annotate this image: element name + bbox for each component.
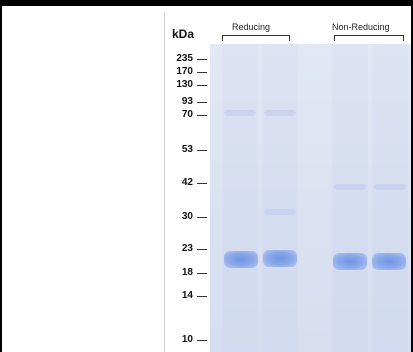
faint-band	[224, 110, 256, 116]
protein-band-reducing-1	[224, 251, 258, 268]
marker-label-42: 42	[181, 177, 193, 188]
marker-tick-53	[197, 150, 207, 151]
marker-label-170: 170	[176, 66, 193, 77]
marker-tick-10	[197, 340, 207, 341]
faint-band	[334, 184, 366, 190]
gel-lane-1	[222, 44, 258, 352]
marker-label-70: 70	[181, 109, 193, 120]
protein-band-non-reducing-2	[372, 253, 406, 270]
top-border	[0, 0, 413, 6]
marker-tick-70	[197, 115, 207, 116]
marker-tick-23	[197, 249, 207, 250]
marker-tick-93	[197, 102, 207, 103]
group-label-non-reducing: Non-Reducing	[332, 22, 390, 32]
marker-label-30: 30	[181, 211, 193, 222]
panel-divider	[164, 12, 165, 352]
faint-band	[264, 209, 296, 215]
faint-band	[264, 110, 296, 116]
bracket-reducing	[222, 35, 290, 41]
marker-tick-170	[197, 72, 207, 73]
marker-label-10: 10	[181, 334, 193, 345]
protein-band-non-reducing-1	[333, 253, 367, 270]
marker-label-14: 14	[181, 290, 193, 301]
marker-label-93: 93	[181, 96, 193, 107]
marker-tick-42	[197, 183, 207, 184]
marker-label-18: 18	[181, 267, 193, 278]
gel-lane-4	[372, 44, 408, 352]
marker-tick-30	[197, 217, 207, 218]
marker-tick-130	[197, 85, 207, 86]
marker-label-53: 53	[181, 144, 193, 155]
marker-label-130: 130	[176, 79, 193, 90]
marker-tick-14	[197, 296, 207, 297]
marker-label-23: 23	[181, 243, 193, 254]
marker-tick-18	[197, 273, 207, 274]
gel-lane-2	[262, 44, 298, 352]
gel-lane-3	[332, 44, 368, 352]
group-label-reducing: Reducing	[232, 22, 271, 32]
bracket-non-reducing	[334, 35, 404, 41]
unit-label: kDa	[172, 27, 195, 41]
faint-band	[374, 184, 406, 190]
protein-band-reducing-2	[263, 250, 297, 267]
marker-label-235: 235	[176, 53, 193, 64]
marker-tick-235	[197, 59, 207, 60]
gel-image	[210, 44, 411, 352]
